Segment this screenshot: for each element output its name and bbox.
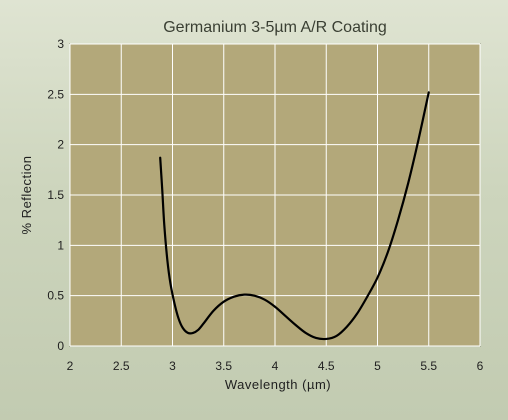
x-tick-label: 4	[272, 359, 279, 373]
y-tick-labels: 0 0.5 1 1.5 2 2.5 3	[47, 37, 64, 353]
x-tick-label: 6	[477, 359, 484, 373]
y-tick-label: 2	[57, 138, 64, 152]
x-tick-label: 2	[67, 359, 74, 373]
x-tick-label: 5	[374, 359, 381, 373]
y-tick-label: 1.5	[47, 188, 64, 202]
y-tick-label: 1	[57, 238, 64, 252]
chart-title: Germanium 3-5µm A/R Coating	[163, 19, 387, 36]
x-tick-label: 2.5	[113, 359, 130, 373]
x-tick-label: 3.5	[215, 359, 232, 373]
grid-lines	[69, 43, 481, 347]
x-tick-label: 5.5	[420, 359, 437, 373]
y-tick-label: 3	[57, 37, 64, 51]
y-tick-label: 0	[57, 339, 64, 353]
x-tick-label: 4.5	[318, 359, 335, 373]
x-tick-labels: 2 2.5 3 3.5 4 4.5 5 5.5 6	[67, 359, 484, 373]
y-axis-title: % Reflection	[19, 156, 34, 235]
y-tick-label: 0.5	[47, 289, 64, 303]
x-tick-label: 3	[169, 359, 176, 373]
series-line	[159, 91, 430, 341]
y-tick-label: 2.5	[47, 87, 64, 101]
x-axis-title: Wavelength (µm)	[225, 377, 331, 392]
